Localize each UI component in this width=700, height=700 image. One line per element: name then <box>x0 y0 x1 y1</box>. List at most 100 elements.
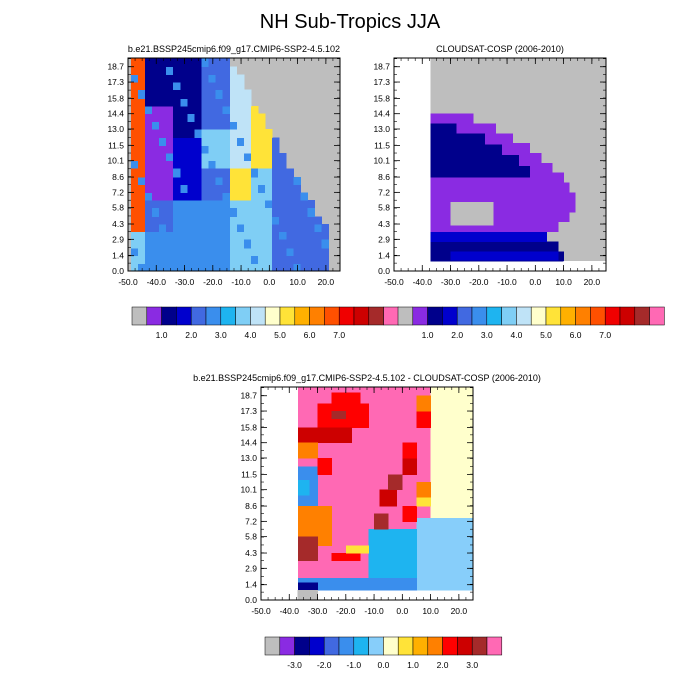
data-cell <box>430 133 485 145</box>
data-cell <box>201 89 209 99</box>
data-cell <box>187 89 195 99</box>
data-cell <box>152 184 160 193</box>
colorbar-swatch <box>161 306 177 326</box>
colorbar-swatch-missing <box>397 306 414 326</box>
colorbar-swatch <box>634 306 650 326</box>
data-cell <box>236 239 245 249</box>
data-cell <box>430 123 457 134</box>
data-cell <box>229 74 238 83</box>
data-cell <box>236 192 245 201</box>
data-cell <box>201 145 209 154</box>
data-cell <box>272 200 280 209</box>
data-cell <box>144 207 153 217</box>
colorbar-swatch <box>353 306 370 326</box>
data-cell <box>293 224 301 233</box>
p1-x-tick-label: 0.0 <box>263 277 275 287</box>
data-cell <box>272 248 280 257</box>
data-cell <box>236 207 245 217</box>
colorbar-label: 4.0 <box>510 330 522 340</box>
data-cell <box>137 145 146 154</box>
p2-x-tick-label: -40.0 <box>413 277 433 287</box>
data-cell <box>152 82 160 91</box>
panel-obs-cells <box>430 58 607 272</box>
data-cell <box>173 82 181 91</box>
data-cell <box>180 106 188 115</box>
colorbar-swatch-missing <box>264 636 281 656</box>
data-cell <box>137 153 146 162</box>
data-cell <box>194 200 202 209</box>
data-cell <box>208 168 217 178</box>
data-cell <box>144 153 153 162</box>
data-cell <box>208 137 217 146</box>
data-cell <box>236 121 245 130</box>
data-cell <box>236 248 245 257</box>
p2-x-tick-label: -30.0 <box>441 277 461 287</box>
data-cell <box>243 216 252 225</box>
data-cell <box>137 216 146 225</box>
data-cell <box>159 160 167 169</box>
data-cell <box>243 200 252 209</box>
data-cell <box>215 224 224 233</box>
data-cell <box>173 129 181 139</box>
data-cell <box>180 184 188 193</box>
data-cell <box>173 113 181 122</box>
data-cell <box>194 255 202 264</box>
p2-y-tick-label: 2.9 <box>378 234 390 244</box>
data-cell <box>152 66 160 75</box>
data-cell <box>229 137 238 146</box>
data-cell <box>243 248 252 257</box>
data-cell <box>272 192 280 201</box>
p1-x-tick-label: -30.0 <box>175 277 195 287</box>
data-cell <box>236 255 245 264</box>
data-cell <box>187 129 195 139</box>
data-cell <box>137 207 146 217</box>
data-cell <box>300 263 308 272</box>
data-cell <box>194 58 202 68</box>
data-cell <box>229 121 238 130</box>
data-cell <box>265 184 273 193</box>
data-cell <box>250 153 259 162</box>
blank-cell <box>563 261 607 272</box>
data-cell <box>130 106 139 115</box>
p2-x-tick-label: -10.0 <box>497 277 517 287</box>
data-cell <box>331 553 361 562</box>
data-cell <box>229 192 238 201</box>
data-cell <box>137 177 146 186</box>
data-cell <box>144 66 153 75</box>
data-cell <box>258 224 266 233</box>
data-cell <box>159 192 167 201</box>
data-cell <box>187 121 195 130</box>
data-cell <box>137 231 146 240</box>
data-cell <box>208 248 217 257</box>
data-cell <box>144 168 153 178</box>
data-cell <box>187 74 195 83</box>
data-cell <box>321 248 330 257</box>
colorbar-label: 5.0 <box>274 330 286 340</box>
data-cell <box>321 263 330 272</box>
colorbar-swatch <box>338 306 355 326</box>
data-cell <box>222 160 231 169</box>
data-cell <box>159 153 167 162</box>
data-cell <box>187 248 195 257</box>
data-cell <box>201 231 209 240</box>
p1-x-tick-label: 10.0 <box>289 277 306 287</box>
data-cell <box>152 177 160 186</box>
data-cell <box>215 129 224 139</box>
data-cell <box>187 168 195 178</box>
data-cell <box>166 263 174 272</box>
data-cell <box>293 255 301 264</box>
data-cell <box>137 89 146 99</box>
data-cell <box>229 248 238 257</box>
colorbar-swatch <box>368 306 384 326</box>
p3-x-tick-label: 0.0 <box>396 606 408 616</box>
data-cell <box>144 177 153 186</box>
data-cell <box>236 263 245 272</box>
data-cell <box>208 263 217 272</box>
colorbar-swatch <box>323 636 340 656</box>
data-cell <box>173 184 181 193</box>
data-cell <box>243 153 252 162</box>
data-cell <box>208 255 217 264</box>
data-cell <box>368 529 417 579</box>
data-cell <box>307 216 315 225</box>
p1-x-tick-label: -40.0 <box>147 277 167 287</box>
